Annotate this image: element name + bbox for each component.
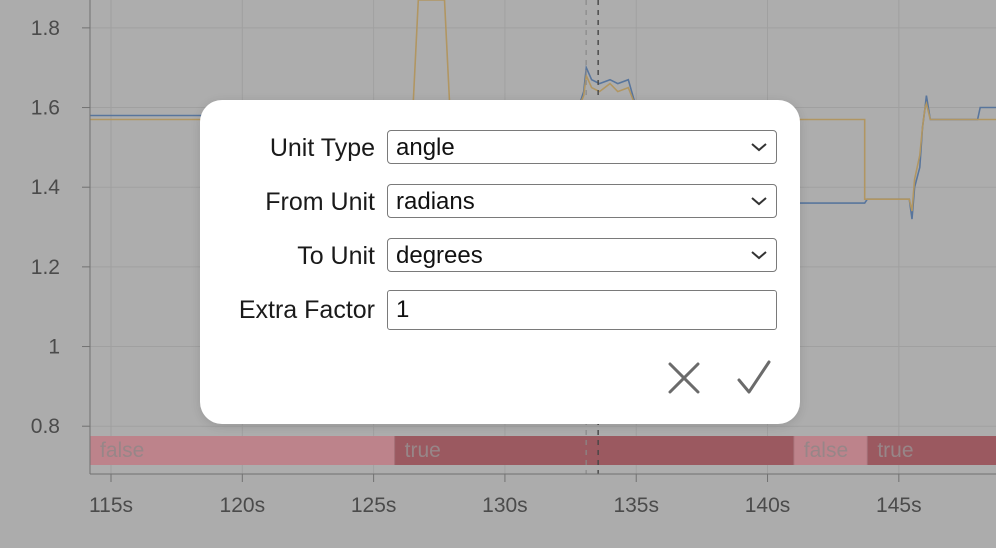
x-tick-label: 125s (351, 494, 397, 517)
boolean-segment (793, 436, 868, 465)
extra-factor-input[interactable] (387, 290, 777, 330)
y-tick-label: 1.6 (31, 97, 60, 120)
chevron-down-icon (751, 251, 767, 260)
confirm-button[interactable] (734, 358, 774, 398)
unit-conversion-dialog: Unit Type angle From Unit radians To Uni… (200, 100, 800, 424)
x-tick-label: 120s (220, 494, 266, 517)
close-icon (668, 362, 700, 394)
chevron-down-icon (751, 197, 767, 206)
boolean-segment-label: true (405, 439, 441, 462)
x-tick-label: 145s (876, 494, 922, 517)
unit-type-row: Unit Type angle (200, 128, 800, 168)
boolean-segment (867, 436, 996, 465)
boolean-segment-label: false (804, 439, 848, 462)
y-tick-label: 1 (48, 336, 60, 359)
unit-type-select[interactable]: angle (387, 130, 777, 164)
to-unit-row: To Unit degrees (200, 236, 800, 276)
y-tick-label: 0.8 (31, 415, 60, 438)
extra-factor-row: Extra Factor (200, 290, 800, 330)
to-unit-label: To Unit (297, 242, 375, 270)
x-tick-label: 115s (89, 494, 133, 517)
x-tick-label: 140s (745, 494, 791, 517)
boolean-segment (90, 436, 395, 465)
extra-factor-label: Extra Factor (238, 296, 375, 324)
to-unit-value: degrees (396, 242, 483, 269)
y-tick-label: 1.2 (31, 256, 60, 279)
y-tick-label: 1.8 (31, 17, 60, 40)
series-line-2 (90, 0, 996, 212)
from-unit-select[interactable]: radians (387, 184, 777, 218)
checkmark-icon (737, 360, 771, 394)
boolean-segment-label: false (100, 439, 144, 462)
x-tick-label: 135s (613, 494, 659, 517)
boolean-segment-label: true (877, 439, 913, 462)
unit-type-label: Unit Type (269, 134, 375, 162)
unit-type-value: angle (396, 134, 455, 161)
to-unit-select[interactable]: degrees (387, 238, 777, 272)
y-tick-label: 1.4 (31, 176, 61, 199)
from-unit-value: radians (396, 188, 475, 215)
cancel-button[interactable] (664, 358, 704, 398)
from-unit-row: From Unit radians (200, 182, 800, 222)
chevron-down-icon (751, 143, 767, 152)
from-unit-label: From Unit (265, 188, 375, 216)
x-tick-label: 130s (482, 494, 528, 517)
boolean-segment (394, 436, 794, 465)
